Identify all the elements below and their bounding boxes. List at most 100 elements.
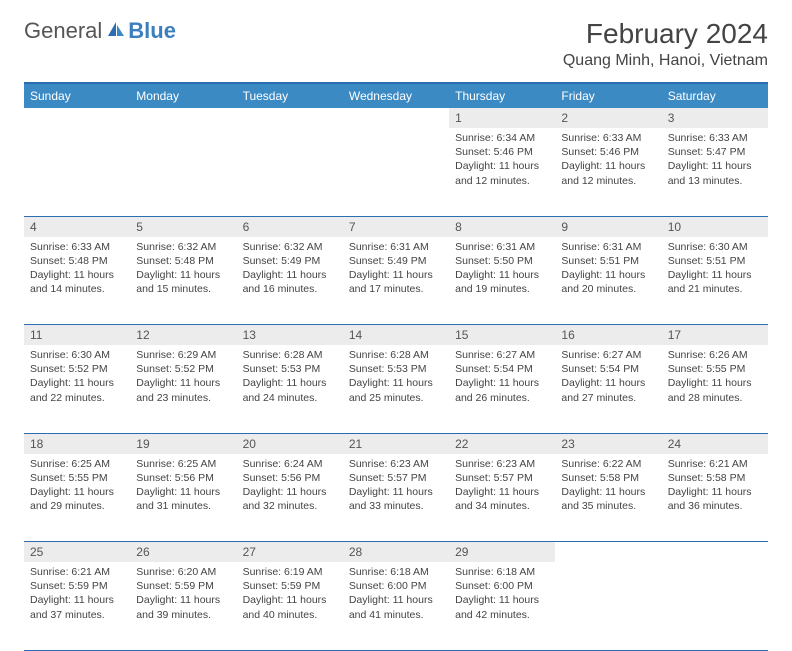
daylight-line: Daylight: 11 hours and 20 minutes.	[561, 268, 655, 296]
sunrise-line: Sunrise: 6:30 AM	[668, 240, 762, 254]
day-number: 6	[237, 217, 343, 237]
daylight-line: Daylight: 11 hours and 12 minutes.	[561, 159, 655, 187]
day-details: Sunrise: 6:26 AMSunset: 5:55 PMDaylight:…	[662, 345, 768, 411]
day-number-cell: 22	[449, 433, 555, 454]
day-details: Sunrise: 6:18 AMSunset: 6:00 PMDaylight:…	[449, 562, 555, 628]
day-details: Sunrise: 6:31 AMSunset: 5:50 PMDaylight:…	[449, 237, 555, 303]
sunset-line: Sunset: 5:50 PM	[455, 254, 549, 268]
day-details: Sunrise: 6:24 AMSunset: 5:56 PMDaylight:…	[237, 454, 343, 520]
sunrise-line: Sunrise: 6:30 AM	[30, 348, 124, 362]
sunrise-line: Sunrise: 6:20 AM	[136, 565, 230, 579]
sunset-line: Sunset: 5:52 PM	[30, 362, 124, 376]
day-number: 9	[555, 217, 661, 237]
day-number-cell: 16	[555, 325, 661, 346]
day-number-cell: 24	[662, 433, 768, 454]
day-details-cell	[24, 128, 130, 216]
day-number-cell: 18	[24, 433, 130, 454]
daynum-row: 45678910	[24, 216, 768, 237]
sunset-line: Sunset: 5:53 PM	[243, 362, 337, 376]
daylight-line: Daylight: 11 hours and 37 minutes.	[30, 593, 124, 621]
day-number-cell: 15	[449, 325, 555, 346]
day-details-cell: Sunrise: 6:20 AMSunset: 5:59 PMDaylight:…	[130, 562, 236, 650]
day-number: 4	[24, 217, 130, 237]
day-number: 24	[662, 434, 768, 454]
sunset-line: Sunset: 5:58 PM	[561, 471, 655, 485]
daylight-line: Daylight: 11 hours and 35 minutes.	[561, 485, 655, 513]
sunset-line: Sunset: 5:55 PM	[30, 471, 124, 485]
day-details-cell: Sunrise: 6:31 AMSunset: 5:49 PMDaylight:…	[343, 237, 449, 325]
day-details-cell	[555, 562, 661, 650]
day-details: Sunrise: 6:33 AMSunset: 5:48 PMDaylight:…	[24, 237, 130, 303]
day-details: Sunrise: 6:28 AMSunset: 5:53 PMDaylight:…	[237, 345, 343, 411]
day-number	[343, 108, 449, 128]
sunrise-line: Sunrise: 6:27 AM	[455, 348, 549, 362]
weekday-header: Tuesday	[237, 84, 343, 108]
sunrise-line: Sunrise: 6:21 AM	[668, 457, 762, 471]
sunset-line: Sunset: 5:46 PM	[455, 145, 549, 159]
details-row: Sunrise: 6:34 AMSunset: 5:46 PMDaylight:…	[24, 128, 768, 216]
day-details-cell: Sunrise: 6:33 AMSunset: 5:47 PMDaylight:…	[662, 128, 768, 216]
day-details-cell: Sunrise: 6:29 AMSunset: 5:52 PMDaylight:…	[130, 345, 236, 433]
day-number-cell: 19	[130, 433, 236, 454]
daylight-line: Daylight: 11 hours and 33 minutes.	[349, 485, 443, 513]
sunset-line: Sunset: 5:57 PM	[455, 471, 549, 485]
sunset-line: Sunset: 5:54 PM	[455, 362, 549, 376]
sunrise-line: Sunrise: 6:33 AM	[668, 131, 762, 145]
day-details-cell: Sunrise: 6:34 AMSunset: 5:46 PMDaylight:…	[449, 128, 555, 216]
day-number: 3	[662, 108, 768, 128]
day-details-cell	[130, 128, 236, 216]
sunset-line: Sunset: 5:49 PM	[243, 254, 337, 268]
sunrise-line: Sunrise: 6:33 AM	[30, 240, 124, 254]
sunset-line: Sunset: 5:46 PM	[561, 145, 655, 159]
details-row: Sunrise: 6:33 AMSunset: 5:48 PMDaylight:…	[24, 237, 768, 325]
daylight-line: Daylight: 11 hours and 42 minutes.	[455, 593, 549, 621]
day-number: 12	[130, 325, 236, 345]
details-row: Sunrise: 6:25 AMSunset: 5:55 PM Daylight:…	[24, 454, 768, 542]
day-number: 20	[237, 434, 343, 454]
day-details-cell: Sunrise: 6:33 AMSunset: 5:48 PMDaylight:…	[24, 237, 130, 325]
day-number-cell: 12	[130, 325, 236, 346]
header: General Blue February 2024 Quang Minh, H…	[24, 18, 768, 70]
sunrise-line: Sunrise: 6:32 AM	[243, 240, 337, 254]
day-details-cell: Sunrise: 6:28 AMSunset: 5:53 PMDaylight:…	[343, 345, 449, 433]
sunrise-line: Sunrise: 6:27 AM	[561, 348, 655, 362]
day-details: Sunrise: 6:19 AMSunset: 5:59 PMDaylight:…	[237, 562, 343, 628]
day-details-cell: Sunrise: 6:30 AMSunset: 5:52 PMDaylight:…	[24, 345, 130, 433]
sunrise-line: Sunrise: 6:34 AM	[455, 131, 549, 145]
daylight-line: Daylight: 11 hours and 39 minutes.	[136, 593, 230, 621]
sunrise-line: Sunrise: 6:25 AM	[30, 457, 124, 471]
daylight-line: Daylight: 11 hours and 34 minutes.	[455, 485, 549, 513]
day-number-cell: 11	[24, 325, 130, 346]
day-number-cell: 6	[237, 216, 343, 237]
day-details: Sunrise: 6:27 AMSunset: 5:54 PMDaylight:…	[555, 345, 661, 411]
daylight-line: Daylight: 11 hours and 15 minutes.	[136, 268, 230, 296]
day-details: Sunrise: 6:31 AMSunset: 5:49 PMDaylight:…	[343, 237, 449, 303]
sunrise-line: Sunrise: 6:29 AM	[136, 348, 230, 362]
day-details: Sunrise: 6:33 AMSunset: 5:46 PMDaylight:…	[555, 128, 661, 194]
day-details-cell	[237, 128, 343, 216]
sunset-line: Sunset: 5:56 PM	[136, 471, 230, 485]
sunrise-line: Sunrise: 6:31 AM	[455, 240, 549, 254]
day-number-cell: 21	[343, 433, 449, 454]
daylight-line: Daylight: 11 hours and 40 minutes.	[243, 593, 337, 621]
day-number: 11	[24, 325, 130, 345]
day-details: Sunrise: 6:21 AMSunset: 5:59 PMDaylight:…	[24, 562, 130, 628]
sunrise-line: Sunrise: 6:19 AM	[243, 565, 337, 579]
day-number-cell: 3	[662, 108, 768, 128]
sunrise-line: Sunrise: 6:23 AM	[455, 457, 549, 471]
day-details: Sunrise: 6:33 AMSunset: 5:47 PMDaylight:…	[662, 128, 768, 194]
day-number	[555, 542, 661, 562]
day-number	[24, 108, 130, 128]
day-number: 10	[662, 217, 768, 237]
sunset-line: Sunset: 5:59 PM	[243, 579, 337, 593]
daynum-row: 123	[24, 108, 768, 128]
day-number-cell: 20	[237, 433, 343, 454]
sunset-line: Sunset: 5:59 PM	[136, 579, 230, 593]
day-details-cell: Sunrise: 6:30 AMSunset: 5:51 PMDaylight:…	[662, 237, 768, 325]
day-details: Sunrise: 6:30 AMSunset: 5:52 PMDaylight:…	[24, 345, 130, 411]
day-number: 28	[343, 542, 449, 562]
sunrise-line: Sunrise: 6:33 AM	[561, 131, 655, 145]
day-number-cell: 7	[343, 216, 449, 237]
day-details-cell: Sunrise: 6:23 AMSunset: 5:57 PMDaylight:…	[343, 454, 449, 542]
day-number-cell: 25	[24, 542, 130, 563]
